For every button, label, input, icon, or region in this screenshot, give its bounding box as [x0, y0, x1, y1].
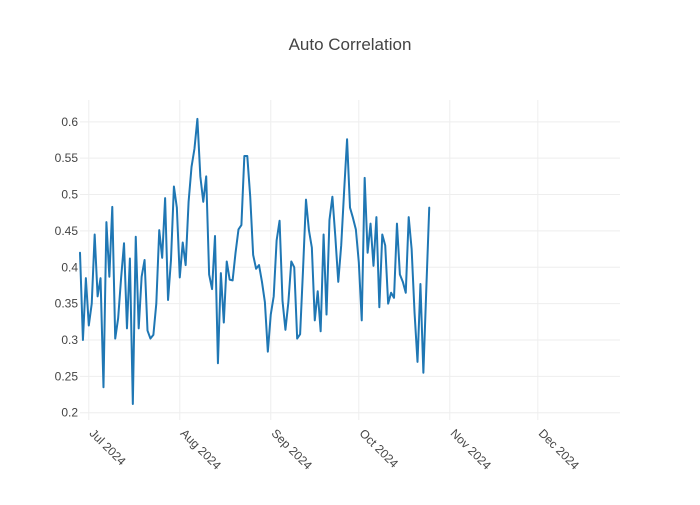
y-tick-label: 0.6 [61, 115, 78, 129]
y-tick-label: 0.5 [61, 188, 78, 202]
y-tick-label: 0.45 [55, 224, 79, 238]
series-line [79, 117, 431, 405]
y-tick-label: 0.4 [61, 260, 78, 274]
y-tick-label: 0.25 [55, 369, 79, 383]
chart-title: Auto Correlation [289, 35, 412, 54]
y-tick-label: 0.55 [55, 151, 79, 165]
series-layer [79, 117, 431, 405]
y-tick-label: 0.2 [61, 406, 78, 420]
y-tick-label: 0.3 [61, 333, 78, 347]
y-tick-label: 0.35 [55, 297, 79, 311]
y-axis-ticks: 0.2 0.25 0.3 0.35 0.4 0.45 0.5 0.55 0.6 [55, 115, 79, 420]
